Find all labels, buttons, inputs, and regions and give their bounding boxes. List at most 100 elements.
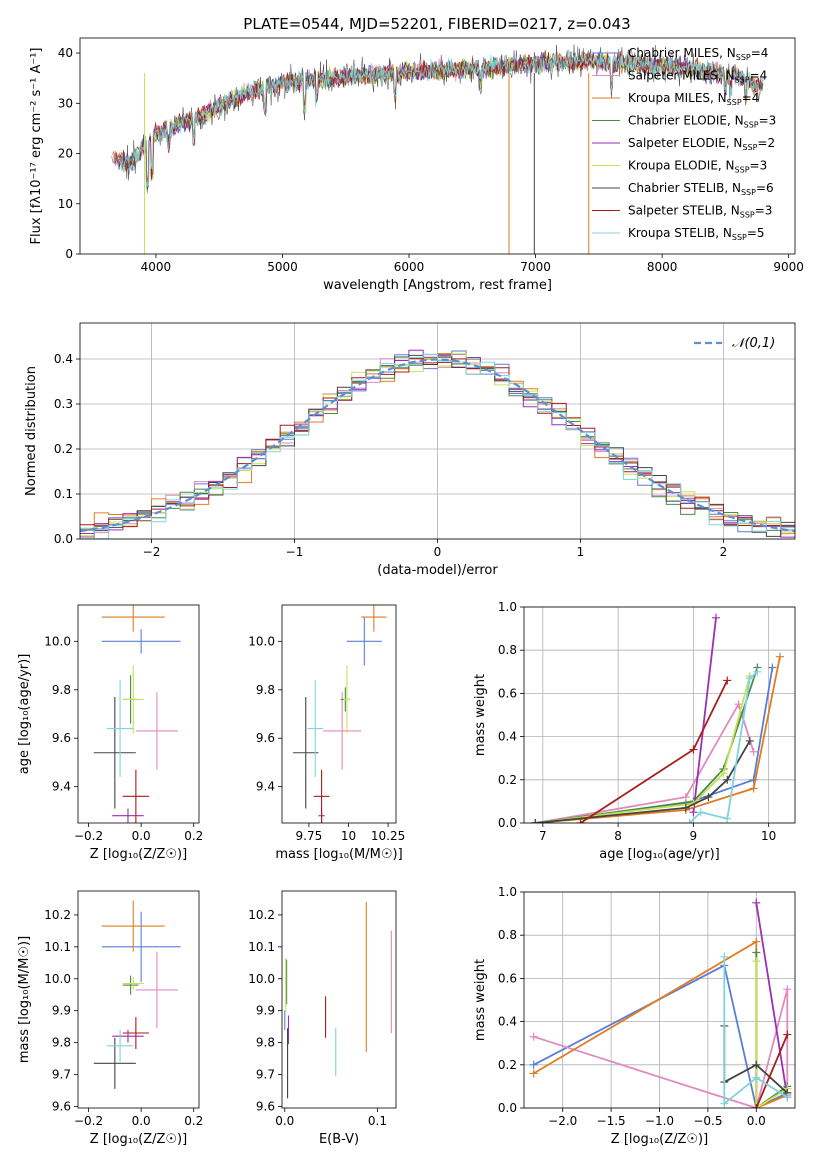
y-tick-label: 9.8 bbox=[256, 1036, 275, 1050]
weight_vs_Z-axes: −2.0 −1.5 −1.0 −0.5 0.0 0.0 0.2 0.4 0.6 0.8 1.0 Z [… bbox=[473, 885, 796, 1147]
page-title: PLATE=0544, MJD=52201, FIBERID=0217, z=0… bbox=[243, 15, 630, 33]
y-tick-label: 1.0 bbox=[498, 885, 517, 899]
x-tick-label: −1 bbox=[286, 545, 304, 559]
point-kroupa-stelib bbox=[106, 1029, 134, 1062]
weight-marker bbox=[752, 937, 761, 946]
weight-marker bbox=[723, 814, 732, 823]
age_vs_mass-axes: 9.75 10 10.25 9.4 9.6 9.8 10.0 mass [log₁₀(M/M☉… bbox=[248, 604, 405, 862]
y-tick-label: 40 bbox=[58, 46, 73, 60]
weight-marker bbox=[753, 667, 762, 676]
y-tick-label: 9.6 bbox=[256, 731, 275, 745]
y-tick-label: 0.4 bbox=[498, 1015, 517, 1029]
weight-line bbox=[535, 675, 751, 823]
x-tick-label: 5000 bbox=[267, 260, 298, 274]
weight-marker bbox=[681, 793, 690, 802]
weight-marker bbox=[749, 775, 758, 784]
weight-marker bbox=[752, 1073, 761, 1082]
point-kroupa-miles bbox=[361, 605, 387, 632]
x-tick-label: 0.1 bbox=[368, 1114, 387, 1128]
weight-marker bbox=[745, 674, 754, 683]
weight-marker bbox=[720, 952, 729, 961]
y-tick-label: 9.9 bbox=[52, 1004, 71, 1018]
y-tick-label: 0.4 bbox=[54, 352, 73, 366]
y-axis-label: age [log₁₀(age/yr)] bbox=[17, 654, 32, 775]
legend-label: Salpeter ELODIE, NSSP=2 bbox=[628, 136, 775, 152]
y-tick-label: 0.0 bbox=[498, 816, 517, 830]
x-tick-label: −0.2 bbox=[74, 1114, 103, 1128]
weight-series-kroupa-stelib bbox=[720, 952, 792, 1108]
point-kroupa-stelib bbox=[106, 680, 134, 777]
y-tick-label: 9.4 bbox=[52, 780, 71, 794]
y-tick-label: 0.6 bbox=[498, 686, 517, 700]
weight-line bbox=[755, 952, 788, 1108]
weight-marker bbox=[704, 793, 713, 802]
point-chabrier-miles bbox=[101, 629, 181, 654]
y-tick-label: 10.0 bbox=[44, 972, 71, 986]
y-tick-label: 30 bbox=[58, 96, 73, 110]
age_vs_Z-axes: −0.2 0.0 0.2 9.4 9.6 9.8 10.0 Z [log₁₀(Z/Z☉)] ag… bbox=[17, 604, 203, 862]
weight-marker bbox=[681, 803, 690, 812]
y-tick-label: 0.8 bbox=[498, 643, 517, 657]
weight-line bbox=[755, 1034, 789, 1108]
y-tick-label: 0.0 bbox=[498, 1101, 517, 1115]
age_vs_mass-frame bbox=[281, 604, 397, 824]
x-tick-label: 0.2 bbox=[184, 829, 203, 843]
y-tick-label: 0.2 bbox=[498, 773, 517, 787]
weight-marker bbox=[723, 676, 732, 685]
point-kroupa-miles bbox=[101, 605, 165, 632]
y-tick-label: 10.0 bbox=[44, 634, 71, 648]
point-kroupa-elodie bbox=[343, 665, 351, 734]
x-tick-label: 9.75 bbox=[296, 829, 323, 843]
spectrum-frame bbox=[79, 37, 796, 255]
spectrum-axes: 4000 5000 6000 7000 8000 9000 0 10 20 30 40 wavelen… bbox=[29, 37, 804, 293]
y-tick-label: 9.4 bbox=[256, 780, 275, 794]
x-axis-label: Z [log₁₀(Z/Z☉)] bbox=[90, 847, 187, 862]
weight-marker bbox=[783, 1093, 792, 1102]
y-tick-label: 10.2 bbox=[248, 908, 275, 922]
weight-marker bbox=[531, 819, 540, 823]
weight-marker bbox=[768, 663, 777, 672]
weight-marker bbox=[752, 1104, 761, 1108]
weight_vs_age-frame bbox=[523, 606, 796, 824]
point-salpeter-elodie bbox=[112, 808, 144, 823]
weight-line bbox=[535, 667, 759, 823]
y-tick-label: 9.6 bbox=[52, 1099, 71, 1113]
y-tick-label: 9.9 bbox=[256, 1004, 275, 1018]
x-axis-label: Z [log₁₀(Z/Z☉)] bbox=[90, 1132, 187, 1147]
y-axis-label: mass weight bbox=[473, 959, 488, 1041]
x-tick-label: 10 bbox=[341, 829, 356, 843]
point-kroupa-stelib bbox=[307, 680, 324, 777]
mass_vs_Z-plot-area bbox=[93, 900, 181, 1089]
y-axis-label: Flux [fλ10⁻¹⁷ erg cm⁻² s⁻¹ A⁻¹] bbox=[29, 48, 44, 245]
weight-series-salpeter-stelib bbox=[576, 676, 732, 823]
y-tick-label: 9.6 bbox=[52, 731, 71, 745]
y-tick-label: 10.0 bbox=[248, 972, 275, 986]
y-tick-label: 0.1 bbox=[54, 487, 73, 501]
x-tick-label: 6000 bbox=[394, 260, 425, 274]
x-tick-label: −1.0 bbox=[645, 1114, 674, 1128]
weight-marker bbox=[689, 745, 698, 754]
weight-marker bbox=[752, 948, 761, 957]
y-tick-label: 9.8 bbox=[256, 683, 275, 697]
x-tick-label: 0.0 bbox=[132, 1114, 151, 1128]
weight-line bbox=[755, 902, 789, 1098]
weight-marker bbox=[723, 775, 732, 784]
x-tick-label: 9 bbox=[690, 829, 698, 843]
residuals-frame bbox=[79, 322, 796, 540]
y-tick-label: 9.6 bbox=[256, 1099, 275, 1113]
x-tick-label: −0.2 bbox=[74, 829, 103, 843]
y-tick-label: 10.2 bbox=[44, 908, 71, 922]
legend-label: Chabrier ELODIE, NSSP=3 bbox=[628, 114, 776, 130]
point-salpeter-stelib bbox=[313, 769, 330, 823]
normal-curve bbox=[80, 358, 795, 533]
mass_vs_EBV-frame bbox=[281, 890, 397, 1109]
x-tick-label: 9000 bbox=[773, 260, 804, 274]
weight-series-salpeter-elodie bbox=[689, 613, 720, 817]
x-axis-label: wavelength [Angstrom, rest frame] bbox=[323, 278, 552, 293]
y-axis-label: mass weight bbox=[473, 674, 488, 756]
mass_vs_Z-axes: −0.2 0.0 0.2 9.6 9.7 9.8 9.9 10.0 10.1 10.2 Z [log… bbox=[17, 890, 203, 1147]
spectrum-line-kroupa-stelib bbox=[119, 50, 759, 190]
weight-marker bbox=[752, 957, 761, 966]
weight-series-salpeter-miles bbox=[531, 700, 758, 823]
